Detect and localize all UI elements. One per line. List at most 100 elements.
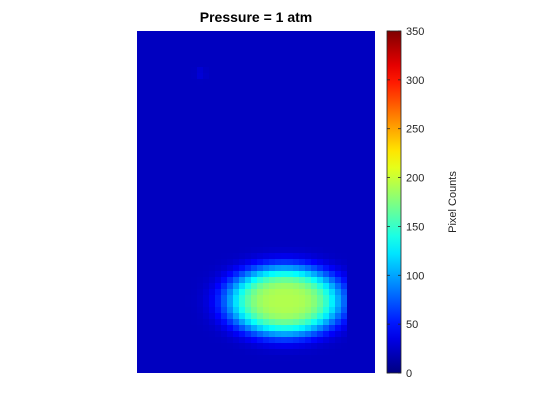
heatmap-cell (239, 271, 246, 278)
heatmap-cell (251, 307, 258, 314)
heatmap-cell (263, 193, 270, 200)
heatmap-cell (269, 349, 276, 356)
heatmap-cell (197, 79, 204, 86)
heatmap-cell (269, 241, 276, 248)
heatmap-cell (143, 181, 150, 188)
heatmap-cell (287, 319, 294, 326)
heatmap-cell (215, 55, 222, 62)
heatmap-cell (149, 109, 156, 116)
heatmap-cell (323, 37, 330, 44)
heatmap-cell (209, 283, 216, 290)
heatmap-cell (275, 91, 282, 98)
heatmap-cell (221, 187, 228, 194)
heatmap-cell (233, 349, 240, 356)
heatmap-cell (359, 313, 366, 320)
heatmap-cell (287, 343, 294, 350)
heatmap-cell (245, 223, 252, 230)
heatmap-cell (149, 91, 156, 98)
heatmap-cell (179, 85, 186, 92)
heatmap-cell (149, 175, 156, 182)
heatmap-cell (167, 295, 174, 302)
heatmap-cell (197, 145, 204, 152)
heatmap-cell (173, 259, 180, 266)
heatmap-cell (299, 67, 306, 74)
heatmap-cell (371, 319, 375, 326)
heatmap-cell (305, 151, 312, 158)
heatmap-cell (365, 187, 372, 194)
heatmap-cell (221, 253, 228, 260)
heatmap-cell (371, 343, 375, 350)
heatmap-cell (227, 217, 234, 224)
heatmap-cell (329, 49, 336, 56)
heatmap-cell (185, 181, 192, 188)
heatmap-cell (365, 313, 372, 320)
heatmap-cell (293, 145, 300, 152)
heatmap-cell (341, 121, 348, 128)
heatmap-cell (281, 73, 288, 80)
heatmap-cell (137, 199, 144, 206)
heatmap-cell (281, 247, 288, 254)
heatmap-cell (305, 319, 312, 326)
heatmap-cell (227, 301, 234, 308)
heatmap-cell (185, 133, 192, 140)
heatmap-cell (311, 169, 318, 176)
heatmap-cell (209, 175, 216, 182)
heatmap-cell (221, 223, 228, 230)
heatmap-cell (245, 295, 252, 302)
heatmap-cell (215, 361, 222, 368)
heatmap-cell (227, 49, 234, 56)
heatmap-cell (263, 259, 270, 266)
heatmap-cell (359, 265, 366, 272)
heatmap-cell (257, 157, 264, 164)
heatmap-cell (167, 361, 174, 368)
heatmap-cell (359, 175, 366, 182)
heatmap-cell (185, 121, 192, 128)
heatmap-cell (335, 247, 342, 254)
heatmap-cell (149, 193, 156, 200)
heatmap-cell (245, 175, 252, 182)
heatmap-cell (371, 331, 375, 338)
heatmap-cell (359, 271, 366, 278)
heatmap-cell (305, 193, 312, 200)
heatmap-cell (311, 253, 318, 260)
heatmap-cell (335, 337, 342, 344)
heatmap-cell (167, 271, 174, 278)
heatmap-cell (269, 205, 276, 212)
heatmap-cell (167, 31, 174, 38)
heatmap-cell (281, 85, 288, 92)
heatmap-cell (341, 55, 348, 62)
heatmap-cell (161, 145, 168, 152)
heatmap-cell (269, 37, 276, 44)
heatmap-cell (317, 229, 324, 236)
heatmap-cell (173, 313, 180, 320)
heatmap-cell (227, 277, 234, 284)
heatmap-cell (347, 277, 354, 284)
heatmap-cell (251, 277, 258, 284)
heatmap-cell (269, 367, 276, 373)
heatmap-cell (161, 307, 168, 314)
heatmap-cell (245, 229, 252, 236)
heatmap-cell (365, 289, 372, 296)
heatmap-cell (227, 109, 234, 116)
heatmap-cell (143, 337, 150, 344)
heatmap-cell (221, 67, 228, 74)
heatmap-cell (263, 301, 270, 308)
heatmap-cell (155, 247, 162, 254)
heatmap-cell (341, 139, 348, 146)
heatmap-cell (251, 151, 258, 158)
heatmap-cell (311, 37, 318, 44)
heatmap-cell (371, 55, 375, 62)
heatmap-cell (311, 133, 318, 140)
heatmap-cell (371, 361, 375, 368)
heatmap-cell (197, 187, 204, 194)
heatmap-cell (155, 151, 162, 158)
heatmap-cell (293, 349, 300, 356)
heatmap-cell (257, 193, 264, 200)
heatmap-cell (311, 217, 318, 224)
heatmap-cell (323, 175, 330, 182)
heatmap-cell (221, 361, 228, 368)
heatmap-cell (245, 85, 252, 92)
heatmap-cell (353, 169, 360, 176)
heatmap-cell (287, 235, 294, 242)
heatmap-cell (269, 115, 276, 122)
